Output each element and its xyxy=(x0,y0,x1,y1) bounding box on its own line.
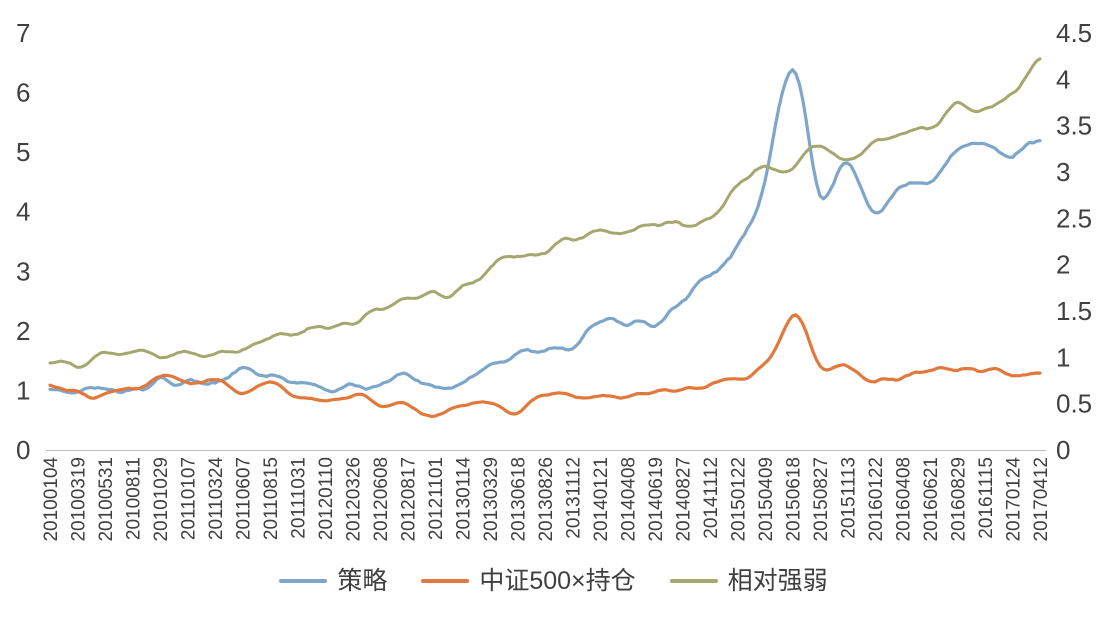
series-line-1 xyxy=(48,313,1042,418)
legend-label-relative-strength: 相对强弱 xyxy=(727,567,828,595)
x-axis-tick-label: 20140121 xyxy=(591,457,612,542)
x-axis-tick-label: 20130329 xyxy=(481,457,502,542)
right-axis-tick-label: 3.5 xyxy=(1056,111,1092,141)
x-axis-tick-label: 20160408 xyxy=(894,457,915,542)
x-axis-tick-label: 20150827 xyxy=(811,457,832,542)
x-axis-tick-label: 20140827 xyxy=(674,457,695,542)
right-axis-tick-label: 0.5 xyxy=(1056,389,1092,419)
left-axis-tick-label: 7 xyxy=(16,18,30,48)
x-axis-tick-label: 20111031 xyxy=(289,457,310,539)
x-axis-tick-label: 20120817 xyxy=(399,457,420,542)
legend-item-strategy: 策略 xyxy=(279,566,387,596)
right-axis-tick-label: 1 xyxy=(1056,342,1070,372)
x-axis-tick-label: 20130826 xyxy=(536,457,557,542)
x-axis-tick-label: 20110607 xyxy=(234,457,255,540)
x-axis-tick-label: 20151113 xyxy=(839,457,860,539)
x-axis-tick-label: 20120608 xyxy=(371,457,392,542)
left-axis-tick-label: 3 xyxy=(16,256,30,286)
x-axis-tick-label: 20100811 xyxy=(124,457,145,540)
legend-swatch-strategy xyxy=(279,579,328,583)
x-axis-tick-label: 20140408 xyxy=(619,457,640,542)
plot-area: 0 1 2 3 4 5 6 7 0 0.5 1 1.5 2 2.5 3 3.5 4 4.5 20100104 2010… xyxy=(16,18,1092,542)
left-axis-tick-label: 6 xyxy=(16,78,30,108)
x-axis-tick-label: 20131112 xyxy=(564,457,585,539)
x-axis-tick-label: 20160621 xyxy=(921,457,942,542)
x-axis-tick-label: 20100531 xyxy=(96,457,117,542)
x-axis-tick-label: 20160829 xyxy=(949,457,970,542)
x-axis-tick-label: 20140619 xyxy=(646,457,667,542)
legend-swatch-csi500-position xyxy=(421,579,470,583)
x-axis-tick-label: 20100319 xyxy=(69,457,90,542)
left-axis-tick-label: 5 xyxy=(16,137,30,167)
left-axis-tick-label: 0 xyxy=(16,435,30,465)
x-axis-tick-label: 20120110 xyxy=(316,457,337,540)
legend-label-csi500-position: 中证500×持仓 xyxy=(479,567,636,595)
x-axis-tick-label: 20150409 xyxy=(756,457,777,542)
x-axis-tick-label: 20170412 xyxy=(1031,457,1052,542)
right-axis-tick-label: 2.5 xyxy=(1056,203,1092,233)
right-axis-tick-label: 4.5 xyxy=(1056,18,1092,48)
x-axis-tick-label: 20150122 xyxy=(729,457,750,542)
right-axis-tick-label: 2 xyxy=(1056,250,1070,280)
x-axis-tick-label: 20160122 xyxy=(866,457,887,542)
chart-legend: 策略 中证500×持仓 相对强弱 xyxy=(0,566,1107,596)
left-axis-tick-label: 2 xyxy=(16,316,30,346)
x-axis-tick-label: 20121101 xyxy=(426,457,447,540)
x-axis-tick-label: 20150618 xyxy=(784,457,805,542)
left-axis-tick-label: 4 xyxy=(16,197,30,227)
x-axis-tick-label: 20161115 xyxy=(976,457,997,539)
series-line-2 xyxy=(48,57,1042,369)
x-axis-tick-label: 20101029 xyxy=(151,457,172,542)
legend-item-relative-strength: 相对强弱 xyxy=(669,566,828,596)
right-axis-tick-label: 3 xyxy=(1056,157,1070,187)
x-axis-tick-label: 20130618 xyxy=(509,457,530,542)
series-line-0 xyxy=(48,68,1042,395)
x-axis-tick-label: 20110815 xyxy=(261,457,282,540)
x-axis-tick-label: 20170124 xyxy=(1004,457,1025,542)
x-axis-tick-label: 20100104 xyxy=(41,457,62,542)
left-axis-tick-label: 1 xyxy=(16,375,30,405)
x-axis-tick-label: 20130114 xyxy=(454,457,475,541)
x-axis-tick-label: 20110107 xyxy=(179,457,200,540)
right-axis-tick-label: 4 xyxy=(1056,64,1070,94)
right-axis-tick-label: 1.5 xyxy=(1056,296,1092,326)
legend-label-strategy: 策略 xyxy=(337,567,388,595)
x-axis-tick-label: 20120326 xyxy=(344,457,365,542)
x-axis-tick-label: 20110324 xyxy=(206,457,227,541)
legend-item-csi500-position: 中证500×持仓 xyxy=(421,566,636,596)
x-axis-tick-label: 20141112 xyxy=(701,457,722,539)
legend-swatch-relative-strength xyxy=(669,579,718,583)
right-axis-tick-label: 0 xyxy=(1056,435,1070,465)
